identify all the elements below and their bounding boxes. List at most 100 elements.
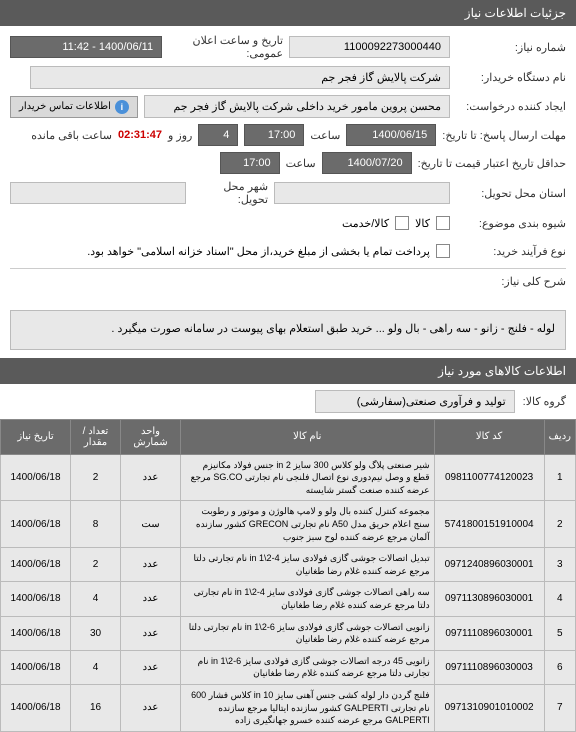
cell-name: زانویی 45 درجه اتصالات جوشی گازی فولادی …	[181, 650, 435, 684]
items-header: اطلاعات کالاهای مورد نیاز	[0, 358, 576, 384]
form-section: شماره نیاز: 1100092273000440 تاریخ و ساع…	[0, 26, 576, 302]
cell-code: 0971240896030001	[434, 548, 544, 582]
cell-qty: 16	[71, 684, 121, 731]
page-title: جزئیات اطلاعات نیاز	[465, 6, 566, 20]
cell-name: سه راهی اتصالات جوشی گازی فولادی سایز 4-…	[181, 582, 435, 616]
service-checkbox[interactable]	[395, 216, 409, 230]
cell-code: 5741800151910004	[434, 501, 544, 548]
cell-idx: 3	[544, 548, 575, 582]
cell-date: 1400/06/18	[1, 650, 71, 684]
group-row: گروه کالا: تولید و فرآوری صنعتی(سفارشی)	[0, 384, 576, 419]
th-code: کد کالا	[434, 419, 544, 454]
cell-code: 0971110896030001	[434, 616, 544, 650]
need-no-field: 1100092273000440	[289, 36, 450, 58]
cell-code: 0981100774120023	[434, 454, 544, 501]
cell-date: 1400/06/18	[1, 454, 71, 501]
items-table: ردیف کد کالا نام کالا واحد شمارش تعداد /…	[0, 419, 576, 732]
need-no-label: شماره نیاز:	[456, 41, 566, 54]
cell-date: 1400/06/18	[1, 616, 71, 650]
delivery-method-label: شیوه بندی موضوع:	[456, 217, 566, 230]
cell-qty: 4	[71, 650, 121, 684]
cell-name: مجموعه کنترل کننده بال ولو و لامپ هالوژن…	[181, 501, 435, 548]
cell-name: تبدیل اتصالات جوشی گازی فولادی سایز 4-2\…	[181, 548, 435, 582]
buy-process-label: نوع فرآیند خرید:	[456, 245, 566, 258]
deadline-date: 1400/06/15	[346, 124, 436, 146]
cell-date: 1400/06/18	[1, 501, 71, 548]
th-idx: ردیف	[544, 419, 575, 454]
cell-date: 1400/06/18	[1, 684, 71, 731]
th-name: نام کالا	[181, 419, 435, 454]
cell-idx: 1	[544, 454, 575, 501]
goods-checkbox[interactable]	[436, 216, 450, 230]
table-row[interactable]: 50971110896030001زانویی اتصالات جوشی گاز…	[1, 616, 576, 650]
contact-button-label: اطلاعات تماس خریدار	[19, 101, 111, 112]
time-label-2: ساعت	[286, 157, 316, 170]
delivery-state-field	[274, 182, 450, 204]
cell-qty: 4	[71, 582, 121, 616]
deadline-label: مهلت ارسال پاسخ: تا تاریخ:	[442, 129, 566, 142]
service-label: کالا/خدمت	[342, 217, 389, 230]
cell-qty: 2	[71, 548, 121, 582]
cell-unit: ست	[121, 501, 181, 548]
cell-code: 0971110896030003	[434, 650, 544, 684]
buyer-value: شرکت پالایش گاز فجر جم	[30, 66, 450, 89]
payment-checkbox[interactable]	[436, 244, 450, 258]
cell-idx: 7	[544, 684, 575, 731]
cell-unit: عدد	[121, 454, 181, 501]
divider	[10, 268, 566, 269]
goods-label: کالا	[415, 217, 430, 230]
description-box: لوله - فلنج - زانو - سه راهی - بال ولو .…	[10, 310, 566, 350]
cell-qty: 30	[71, 616, 121, 650]
validity-date: 1400/07/20	[322, 152, 412, 174]
cell-idx: 6	[544, 650, 575, 684]
table-row[interactable]: 25741800151910004مجموعه کنترل کننده بال …	[1, 501, 576, 548]
table-row[interactable]: 70971310901010002فلنج گردن دار لوله کشی …	[1, 684, 576, 731]
day-label: روز و	[168, 129, 192, 142]
desc-label: شرح کلی نیاز:	[456, 275, 566, 288]
cell-date: 1400/06/18	[1, 548, 71, 582]
cell-code: 0971130896030001	[434, 582, 544, 616]
requester-label: ایجاد کننده درخواست:	[456, 100, 566, 113]
cell-unit: عدد	[121, 616, 181, 650]
contact-button[interactable]: i اطلاعات تماس خریدار	[10, 96, 138, 118]
page-header: جزئیات اطلاعات نیاز	[0, 0, 576, 26]
validity-label: حداقل تاریخ اعتبار قیمت تا تاریخ:	[418, 157, 566, 170]
cell-date: 1400/06/18	[1, 582, 71, 616]
delivery-city-field	[10, 182, 186, 204]
time-label-1: ساعت	[310, 129, 340, 142]
requester-value: محسن پروین مامور خرید داخلی شرکت پالایش …	[144, 95, 450, 118]
cell-code: 0971310901010002	[434, 684, 544, 731]
remaining-label: ساعت باقی مانده	[31, 129, 112, 142]
days-left: 4	[198, 124, 238, 146]
cell-idx: 4	[544, 582, 575, 616]
cell-qty: 2	[71, 454, 121, 501]
cell-idx: 5	[544, 616, 575, 650]
table-row[interactable]: 40971130896030001سه راهی اتصالات جوشی گا…	[1, 582, 576, 616]
th-unit: واحد شمارش	[121, 419, 181, 454]
cell-idx: 2	[544, 501, 575, 548]
cell-name: شیر صنعتی پلاگ ولو کلاس 300 سایز in 2 جن…	[181, 454, 435, 501]
cell-name: زانویی اتصالات جوشی گازی فولادی سایز 6-2…	[181, 616, 435, 650]
table-row[interactable]: 60971110896030003زانویی 45 درجه اتصالات …	[1, 650, 576, 684]
delivery-state-label: استان محل تحویل:	[456, 187, 566, 200]
cell-unit: عدد	[121, 684, 181, 731]
announce-value: 1400/06/11 - 11:42	[10, 36, 162, 58]
payment-note: پرداخت تمام یا بخشی از مبلغ خرید،از محل …	[87, 245, 430, 258]
cell-name: فلنج گردن دار لوله کشی جنس آهنی سایز 10 …	[181, 684, 435, 731]
table-row[interactable]: 30971240896030001تبدیل اتصالات جوشی گازی…	[1, 548, 576, 582]
cell-unit: عدد	[121, 548, 181, 582]
countdown: 02:31:47	[118, 129, 162, 141]
group-value: تولید و فرآوری صنعتی(سفارشی)	[315, 390, 515, 413]
delivery-city-label: شهر محل تحویل:	[192, 180, 268, 206]
th-date: تاریخ نیاز	[1, 419, 71, 454]
deadline-time: 17:00	[244, 124, 304, 146]
validity-time: 17:00	[220, 152, 280, 174]
buyer-label: نام دستگاه خریدار:	[456, 71, 566, 84]
announce-label: تاریخ و ساعت اعلان عمومی:	[168, 34, 283, 60]
info-icon: i	[115, 100, 129, 114]
cell-unit: عدد	[121, 650, 181, 684]
group-label: گروه کالا:	[523, 395, 566, 408]
th-qty: تعداد / مقدار	[71, 419, 121, 454]
table-row[interactable]: 10981100774120023شیر صنعتی پلاگ ولو کلاس…	[1, 454, 576, 501]
cell-qty: 8	[71, 501, 121, 548]
